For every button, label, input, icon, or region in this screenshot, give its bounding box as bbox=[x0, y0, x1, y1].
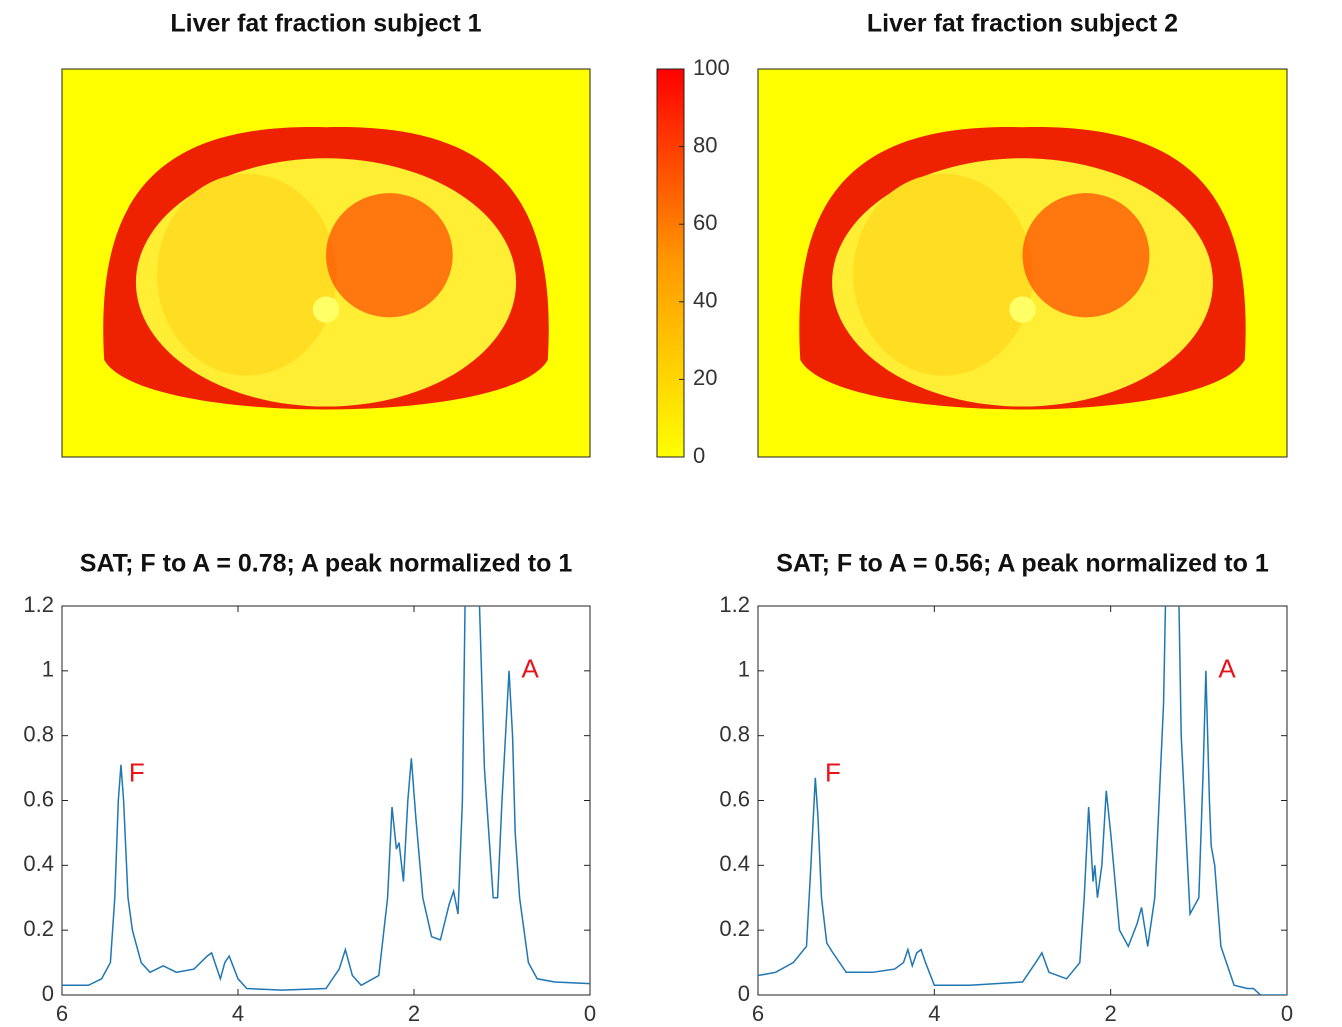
y-tick-label: 1 bbox=[42, 657, 54, 682]
y-tick-label: 0.6 bbox=[719, 786, 750, 811]
colorbar-tick-label: 80 bbox=[693, 132, 717, 157]
spectrum-line bbox=[62, 606, 590, 991]
panel-title: Liver fat fraction subject 2 bbox=[867, 10, 1178, 38]
y-tick-label: 0 bbox=[738, 981, 750, 1006]
panel-title: Liver fat fraction subject 1 bbox=[170, 10, 481, 38]
y-tick-label: 0.4 bbox=[23, 851, 54, 876]
x-tick-label: 4 bbox=[928, 1001, 940, 1026]
y-tick-label: 0 bbox=[42, 981, 54, 1006]
y-tick-label: 0.2 bbox=[719, 916, 750, 941]
chart-title: SAT; F to A = 0.56; A peak normalized to… bbox=[776, 550, 1269, 578]
y-tick-label: 0.4 bbox=[719, 851, 750, 876]
y-tick-label: 0.8 bbox=[719, 721, 750, 746]
y-tick-label: 0.2 bbox=[23, 916, 54, 941]
peak-annotation: A bbox=[1218, 654, 1236, 684]
colorbar-tick-label: 0 bbox=[693, 443, 705, 468]
peak-annotation: A bbox=[521, 654, 539, 684]
colorbar-tick-label: 20 bbox=[693, 365, 717, 390]
y-tick-label: 0.6 bbox=[23, 786, 54, 811]
x-tick-label: 2 bbox=[1105, 1001, 1117, 1026]
x-tick-label: 0 bbox=[1281, 1001, 1293, 1026]
x-tick-label: 6 bbox=[56, 1001, 68, 1026]
x-tick-label: 2 bbox=[408, 1001, 420, 1026]
liver bbox=[157, 173, 337, 376]
x-tick-label: 6 bbox=[752, 1001, 764, 1026]
colorbar-tick-label: 40 bbox=[693, 288, 717, 313]
axes-box bbox=[757, 605, 1288, 996]
y-tick-label: 1 bbox=[738, 657, 750, 682]
liver bbox=[853, 173, 1034, 376]
aorta bbox=[312, 296, 340, 323]
chart-title: SAT; F to A = 0.78; A peak normalized to… bbox=[80, 550, 573, 578]
axes-box bbox=[61, 605, 591, 996]
spectrum-line bbox=[758, 606, 1287, 995]
colorbar-tick-label: 60 bbox=[693, 210, 717, 235]
x-tick-label: 0 bbox=[584, 1001, 596, 1026]
x-tick-label: 4 bbox=[232, 1001, 244, 1026]
peak-annotation: F bbox=[825, 757, 841, 787]
y-tick-label: 0.8 bbox=[23, 721, 54, 746]
y-tick-label: 1.2 bbox=[719, 592, 750, 617]
peak-annotation: F bbox=[129, 757, 145, 787]
stomach bbox=[326, 193, 453, 318]
colorbar bbox=[656, 68, 685, 458]
colorbar-tick-label: 100 bbox=[693, 55, 730, 80]
aorta bbox=[1009, 296, 1036, 323]
stomach bbox=[1022, 193, 1150, 318]
y-tick-label: 1.2 bbox=[23, 592, 54, 617]
